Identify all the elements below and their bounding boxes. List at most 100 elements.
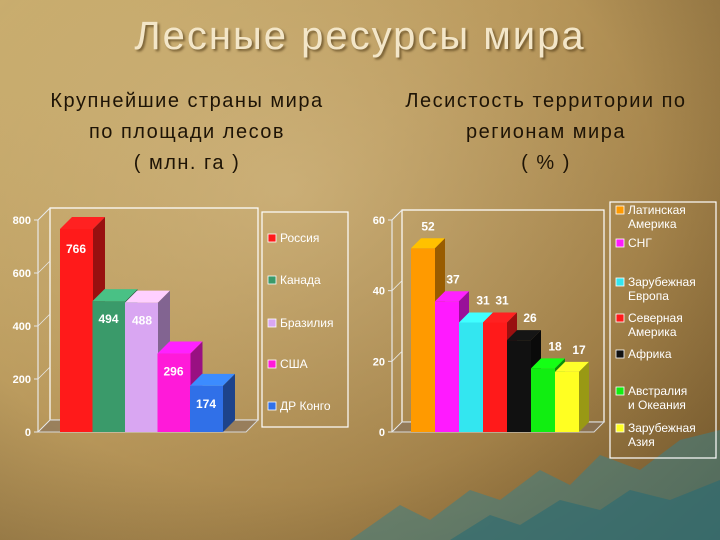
- bar: [483, 322, 507, 432]
- bar-top: [411, 238, 445, 249]
- bar: [411, 248, 435, 432]
- bar-top: [483, 312, 517, 323]
- bar-top: [157, 341, 203, 354]
- legend-label-cont: Америка: [628, 217, 677, 231]
- data-label: 37: [446, 272, 460, 286]
- y-tick-depth: [37, 313, 51, 327]
- legend-box: [609, 201, 717, 459]
- legend-label-cont: Азия: [628, 435, 655, 449]
- data-label: 17: [572, 343, 586, 357]
- legend-swatch: [615, 277, 625, 287]
- legend-swatch: [615, 205, 625, 215]
- y-tick-depth: [37, 419, 51, 433]
- data-label: 52: [421, 219, 435, 233]
- right-chart-subtitle: Лесистость территории по регионам мира (…: [378, 86, 714, 179]
- legend-label: Северная: [628, 311, 683, 325]
- forest-cover-chart: 0 20 40 60 52 37 31 31 26 18 17 Латинская Америка СНГ…: [360, 200, 720, 465]
- data-label: 31: [476, 293, 490, 307]
- data-label: 766: [66, 242, 86, 256]
- legend-label: Зарубежная: [628, 275, 696, 289]
- y-tick-depth: [37, 366, 51, 380]
- bar-top: [435, 291, 469, 302]
- y-tick-label: 40: [373, 286, 385, 298]
- bar: [531, 368, 555, 432]
- bar: [190, 385, 223, 432]
- bar-top: [92, 289, 138, 302]
- data-label: 31: [495, 293, 509, 307]
- legend-swatch: [267, 275, 277, 285]
- bar-top: [190, 373, 235, 386]
- bar: [60, 229, 93, 432]
- left-subtitle-line-1: Крупнейшие страны мира: [50, 90, 324, 112]
- bar-top: [531, 358, 565, 369]
- legend-label: Латинская: [628, 203, 686, 217]
- y-tick-label: 0: [379, 427, 385, 439]
- y-tick-depth: [391, 209, 403, 221]
- legend-label: США: [280, 357, 308, 371]
- y-tick-depth: [391, 421, 403, 433]
- data-label: 26: [523, 311, 537, 325]
- y-tick-label: 200: [13, 374, 31, 386]
- y-tick-label: 20: [373, 356, 385, 368]
- data-label: 18: [548, 339, 562, 353]
- legend-swatch: [615, 349, 625, 359]
- y-tick-label: 60: [373, 215, 385, 227]
- legend-swatch: [267, 359, 277, 369]
- legend-swatch: [615, 423, 625, 433]
- legend-label: Бразилия: [280, 316, 334, 330]
- y-tick-label: 600: [13, 268, 31, 280]
- legend-swatch: [267, 318, 277, 328]
- left-subtitle-line-2: по площади лесов: [88, 121, 286, 143]
- legend-swatch: [615, 313, 625, 323]
- bar: [92, 301, 126, 432]
- legend-label: Зарубежная: [628, 421, 696, 435]
- y-tick-depth: [37, 260, 51, 274]
- bar-top: [507, 330, 541, 341]
- legend-label-cont: Америка: [628, 325, 677, 339]
- right-subtitle-line-1: Лесистость территории по: [405, 90, 687, 112]
- bar: [507, 340, 531, 432]
- forest-area-chart: 0 200 400 600 800 766 494 488 296 174 Россия Канада…: [0, 200, 360, 455]
- legend-label: Россия: [280, 231, 319, 245]
- right-subtitle-line-3: ( % ): [521, 152, 571, 174]
- data-label: 174: [196, 397, 216, 411]
- y-tick-depth: [391, 351, 403, 362]
- data-label: 494: [98, 312, 118, 326]
- y-tick-depth: [391, 280, 403, 291]
- legend-label-cont: Европа: [628, 289, 669, 303]
- bar: [435, 301, 459, 432]
- legend-box: [261, 211, 349, 428]
- legend-swatch: [267, 401, 277, 411]
- legend-label: Африка: [628, 347, 672, 361]
- y-tick-label: 400: [13, 321, 31, 333]
- bar-top: [459, 312, 493, 323]
- legend-swatch: [615, 238, 625, 248]
- bar: [157, 353, 191, 432]
- legend-label: ДР Конго: [280, 399, 331, 413]
- bar-side: [579, 361, 589, 432]
- bar-top: [125, 290, 170, 303]
- bar: [459, 322, 483, 432]
- legend-label: Австралия: [628, 384, 687, 398]
- forest-area-chart-svg: 0 200 400 600 800 766 494 488 296 174 Россия Канада…: [13, 207, 349, 439]
- left-subtitle-line-3: ( млн. га ): [133, 152, 241, 174]
- data-label: 488: [132, 314, 152, 328]
- data-label: 296: [163, 365, 183, 379]
- legend-swatch: [267, 233, 277, 243]
- legend-swatch: [615, 386, 625, 396]
- legend-label: СНГ: [628, 236, 652, 250]
- y-tick-depth: [37, 207, 51, 221]
- bar-top: [60, 217, 105, 230]
- legend-label-cont: и Океания: [628, 398, 686, 412]
- legend-label: Канада: [280, 273, 321, 287]
- y-tick-label: 800: [13, 215, 31, 227]
- y-tick-label: 0: [25, 427, 31, 439]
- page-title: Лесные ресурсы мира: [134, 14, 586, 58]
- left-chart-subtitle: Крупнейшие страны мира по площади лесов …: [14, 86, 360, 179]
- bar-top: [555, 361, 589, 372]
- right-subtitle-line-2: регионам мира: [466, 121, 626, 143]
- bar: [555, 371, 579, 432]
- bar: [125, 302, 158, 432]
- bar-side: [223, 373, 235, 432]
